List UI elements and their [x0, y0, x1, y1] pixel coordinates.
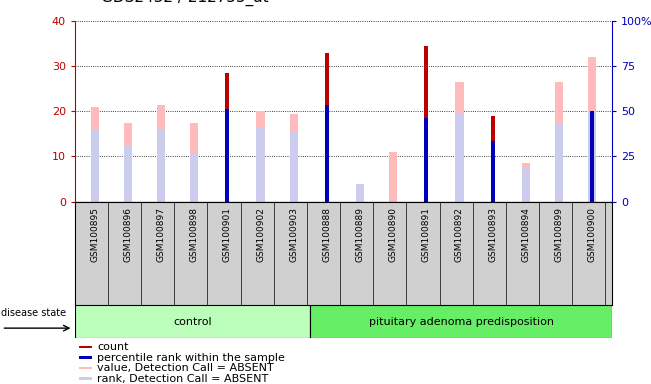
- Bar: [157, 129, 165, 202]
- Bar: [311, 305, 612, 338]
- Bar: [290, 114, 298, 202]
- Bar: [190, 154, 199, 202]
- Bar: [157, 104, 165, 202]
- Text: GSM100888: GSM100888: [322, 207, 331, 262]
- Bar: [124, 145, 132, 202]
- Bar: [521, 168, 530, 202]
- Text: GSM100891: GSM100891: [422, 207, 431, 262]
- Text: rank, Detection Call = ABSENT: rank, Detection Call = ABSENT: [98, 374, 269, 384]
- Bar: [256, 127, 265, 202]
- Bar: [90, 107, 99, 202]
- Text: disease state: disease state: [1, 308, 66, 318]
- Bar: [389, 152, 397, 202]
- Text: GSM100893: GSM100893: [488, 207, 497, 262]
- Text: percentile rank within the sample: percentile rank within the sample: [98, 353, 285, 362]
- Text: GSM100899: GSM100899: [555, 207, 563, 262]
- Text: GSM100901: GSM100901: [223, 207, 232, 262]
- Text: GSM100903: GSM100903: [289, 207, 298, 262]
- Bar: [521, 163, 530, 202]
- Text: GSM100894: GSM100894: [521, 207, 531, 262]
- Bar: [79, 367, 92, 369]
- Bar: [455, 114, 464, 202]
- Text: GSM100890: GSM100890: [389, 207, 398, 262]
- Text: GSM100897: GSM100897: [156, 207, 165, 262]
- Bar: [79, 356, 92, 359]
- Bar: [588, 111, 596, 202]
- Bar: [588, 57, 596, 202]
- Text: GSM100900: GSM100900: [588, 207, 596, 262]
- Bar: [491, 141, 495, 202]
- Text: GSM100896: GSM100896: [124, 207, 132, 262]
- Text: GSM100889: GSM100889: [355, 207, 365, 262]
- Bar: [225, 73, 229, 202]
- Bar: [424, 46, 428, 202]
- Bar: [190, 122, 199, 202]
- Bar: [491, 116, 495, 202]
- Text: GSM100902: GSM100902: [256, 207, 265, 262]
- Text: GSM100898: GSM100898: [189, 207, 199, 262]
- Bar: [256, 111, 265, 202]
- Text: pituitary adenoma predisposition: pituitary adenoma predisposition: [368, 316, 553, 327]
- Bar: [325, 53, 329, 202]
- Bar: [290, 132, 298, 202]
- Text: count: count: [98, 342, 129, 352]
- Bar: [325, 104, 329, 202]
- Text: GSM100895: GSM100895: [90, 207, 99, 262]
- Bar: [555, 122, 563, 202]
- Bar: [590, 111, 594, 202]
- Text: control: control: [173, 316, 212, 327]
- Bar: [90, 129, 99, 202]
- Bar: [455, 82, 464, 202]
- Text: value, Detection Call = ABSENT: value, Detection Call = ABSENT: [98, 363, 274, 373]
- Bar: [225, 109, 229, 202]
- Bar: [424, 118, 428, 202]
- Bar: [75, 305, 311, 338]
- Bar: [79, 346, 92, 348]
- Text: GSM100892: GSM100892: [455, 207, 464, 262]
- Bar: [356, 184, 364, 202]
- Bar: [79, 377, 92, 380]
- Bar: [555, 82, 563, 202]
- Bar: [124, 122, 132, 202]
- Bar: [356, 195, 364, 202]
- Text: GDS2432 / 212755_at: GDS2432 / 212755_at: [101, 0, 268, 6]
